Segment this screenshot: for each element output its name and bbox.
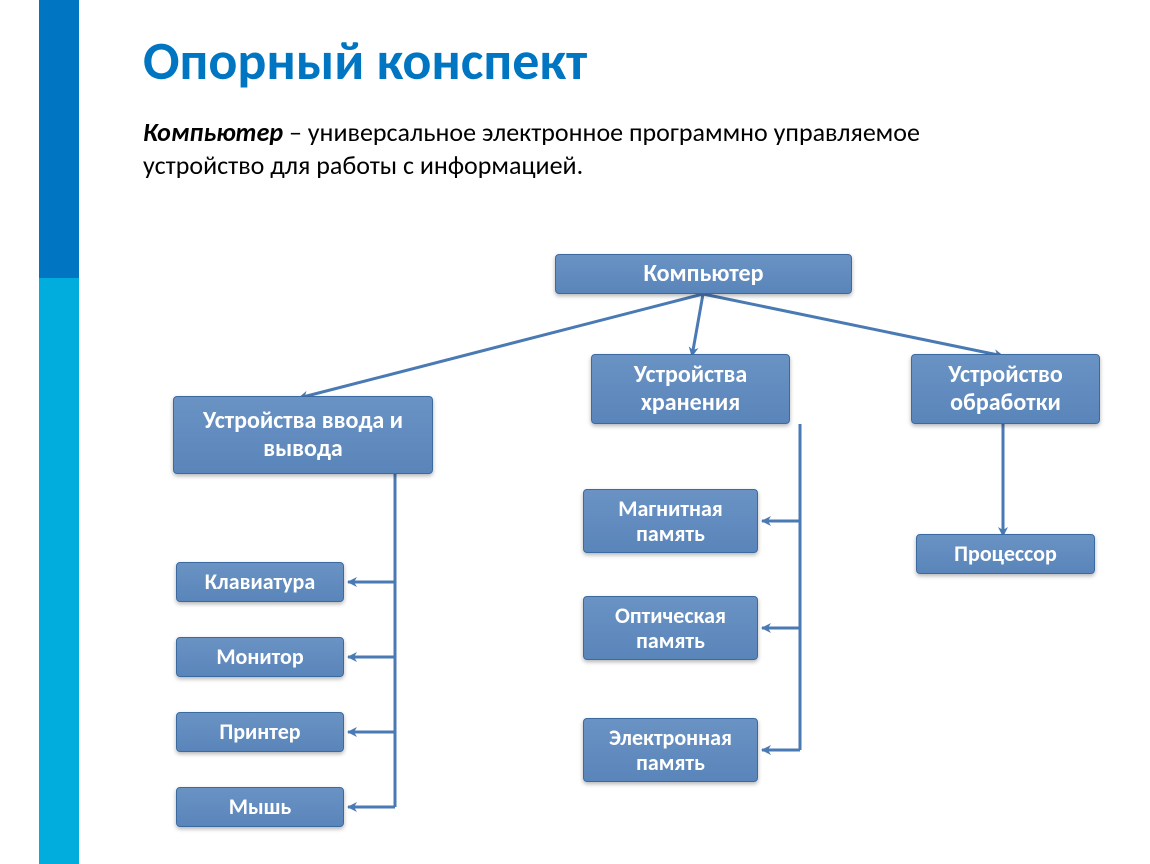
node-io: Устройства ввода и вывода <box>173 396 433 474</box>
node-proc: Устройство обработки <box>911 354 1100 424</box>
node-mag: Магнитная память <box>583 489 758 553</box>
node-elec: Электронная память <box>583 718 758 782</box>
node-storage: Устройства хранения <box>591 354 790 424</box>
node-mouse: Мышь <box>176 787 344 827</box>
node-prn: Принтер <box>176 712 344 752</box>
node-kbd: Клавиатура <box>176 562 344 602</box>
node-root: Компьютер <box>555 254 852 294</box>
node-cpu: Процессор <box>916 534 1095 574</box>
diagram-nodes: Компьютер Устройства ввода и вывода Устрой… <box>0 0 1150 864</box>
node-mon: Монитор <box>176 637 344 677</box>
node-opt: Оптическая память <box>583 596 758 660</box>
